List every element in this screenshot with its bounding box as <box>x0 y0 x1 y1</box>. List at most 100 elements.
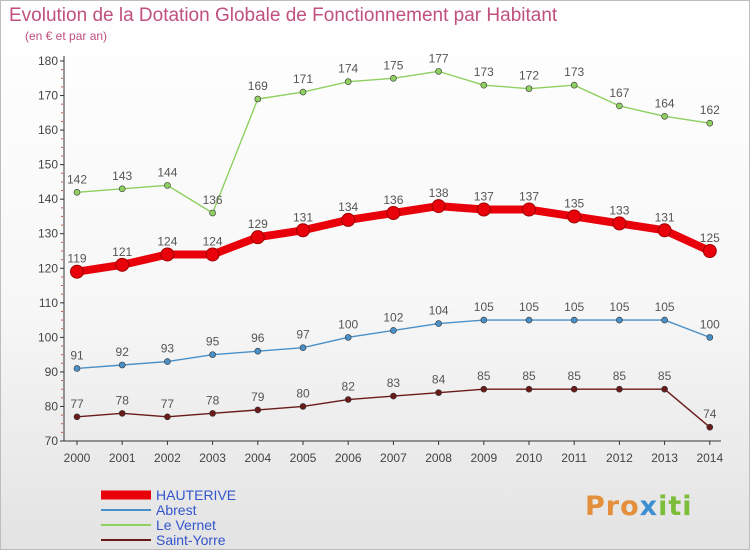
data-point-le-vernet <box>164 182 171 189</box>
data-label-saint-yorre: 85 <box>658 369 672 383</box>
data-point-le-vernet <box>661 112 668 120</box>
data-label-saint-yorre: 79 <box>251 390 265 404</box>
x-tick-label: 2012 <box>606 451 633 465</box>
data-label-saint-yorre: 83 <box>387 376 401 390</box>
data-label-saint-yorre: 80 <box>296 386 310 400</box>
data-point-hauterive <box>431 199 446 214</box>
data-label-hauterive: 125 <box>700 231 720 245</box>
data-label-le-vernet: 167 <box>609 86 629 100</box>
data-label-le-vernet: 177 <box>429 51 449 65</box>
data-point-saint-yorre <box>344 396 352 403</box>
data-point-abrest <box>390 327 397 334</box>
x-tick-label: 2008 <box>425 451 452 465</box>
y-tick-label: 150 <box>38 158 58 172</box>
x-tick-label: 2004 <box>244 451 271 465</box>
data-label-saint-yorre: 85 <box>613 369 627 383</box>
data-label-hauterive: 129 <box>248 217 268 231</box>
data-label-le-vernet: 173 <box>474 65 494 79</box>
data-label-le-vernet: 172 <box>519 69 539 83</box>
data-point-le-vernet <box>480 81 488 89</box>
y-tick-label: 160 <box>38 123 58 137</box>
logo-part-3: iti <box>658 491 693 522</box>
legend-label-le-vernet: Le Vernet <box>156 517 216 533</box>
data-point-hauterive <box>386 206 401 220</box>
data-label-le-vernet: 162 <box>700 103 720 117</box>
data-label-saint-yorre: 84 <box>432 373 446 387</box>
data-label-abrest: 105 <box>564 300 584 314</box>
data-label-saint-yorre: 85 <box>477 369 491 383</box>
x-tick-label: 2001 <box>109 451 136 465</box>
data-label-hauterive: 131 <box>293 210 313 224</box>
data-label-le-vernet: 169 <box>248 79 268 93</box>
data-label-hauterive: 136 <box>383 193 403 207</box>
data-label-saint-yorre: 77 <box>70 397 84 411</box>
y-tick-label: 90 <box>45 365 59 379</box>
data-label-abrest: 97 <box>296 328 310 342</box>
data-label-le-vernet: 143 <box>112 169 132 183</box>
data-point-hauterive <box>205 247 220 262</box>
data-point-le-vernet <box>616 102 623 110</box>
y-tick-label: 100 <box>38 330 58 344</box>
x-tick-label: 2007 <box>380 451 407 465</box>
data-label-le-vernet: 164 <box>655 96 675 110</box>
data-point-abrest <box>209 351 216 358</box>
data-label-saint-yorre: 74 <box>703 407 717 421</box>
data-point-saint-yorre <box>706 423 714 431</box>
data-point-hauterive <box>702 244 717 258</box>
data-point-le-vernet <box>435 68 442 75</box>
data-point-saint-yorre <box>164 413 171 421</box>
data-point-saint-yorre <box>254 406 262 414</box>
x-tick-label: 2002 <box>154 451 181 465</box>
data-label-saint-yorre: 82 <box>342 380 356 394</box>
data-point-saint-yorre <box>209 410 216 417</box>
y-tick-label: 80 <box>45 399 59 413</box>
y-tick-label: 70 <box>45 434 59 448</box>
data-label-hauterive: 137 <box>474 190 494 204</box>
data-label-saint-yorre: 85 <box>568 369 582 383</box>
data-label-le-vernet: 175 <box>383 58 403 72</box>
proxiti-logo: Proxiti <box>585 491 693 522</box>
data-point-abrest <box>73 365 81 372</box>
data-point-saint-yorre <box>570 385 578 393</box>
data-point-saint-yorre <box>73 413 81 421</box>
x-tick-label: 2010 <box>516 451 543 465</box>
x-tick-label: 2009 <box>470 451 497 465</box>
data-point-abrest <box>480 316 488 324</box>
data-label-abrest: 92 <box>116 345 130 359</box>
data-point-saint-yorre <box>299 403 307 410</box>
logo-part-1: Pro <box>585 491 640 522</box>
data-label-hauterive: 134 <box>338 200 358 214</box>
data-label-saint-yorre: 78 <box>116 393 130 407</box>
data-label-le-vernet: 173 <box>564 65 584 79</box>
data-label-hauterive: 124 <box>157 234 177 248</box>
data-label-hauterive: 137 <box>519 190 539 204</box>
data-point-hauterive <box>341 212 356 227</box>
x-tick-label: 2014 <box>696 451 723 465</box>
data-label-abrest: 105 <box>474 300 494 314</box>
data-point-abrest <box>435 320 442 327</box>
data-point-hauterive <box>612 216 627 231</box>
data-point-le-vernet <box>209 209 216 217</box>
legend-label-saint-yorre: Saint-Yorre <box>156 532 226 548</box>
data-point-hauterive <box>657 223 672 238</box>
data-point-abrest <box>525 316 533 324</box>
data-label-le-vernet: 171 <box>293 72 313 86</box>
data-point-le-vernet <box>390 74 397 82</box>
data-point-saint-yorre <box>435 389 442 396</box>
data-point-saint-yorre <box>525 385 533 393</box>
data-label-hauterive: 138 <box>429 186 449 200</box>
data-point-abrest <box>344 334 352 341</box>
data-label-le-vernet: 136 <box>203 193 223 207</box>
data-label-hauterive: 131 <box>655 210 675 224</box>
data-label-abrest: 95 <box>206 335 220 349</box>
data-point-le-vernet <box>73 188 81 196</box>
x-tick-label: 2011 <box>561 451 587 465</box>
chart-subtitle: (en € et par an) <box>25 29 108 43</box>
data-label-saint-yorre: 78 <box>206 393 220 407</box>
data-point-abrest <box>616 316 623 324</box>
data-point-saint-yorre <box>118 410 126 417</box>
data-label-hauterive: 121 <box>112 245 132 259</box>
data-point-abrest <box>164 358 171 365</box>
x-tick-label: 2005 <box>290 451 317 465</box>
data-point-le-vernet <box>570 81 578 89</box>
